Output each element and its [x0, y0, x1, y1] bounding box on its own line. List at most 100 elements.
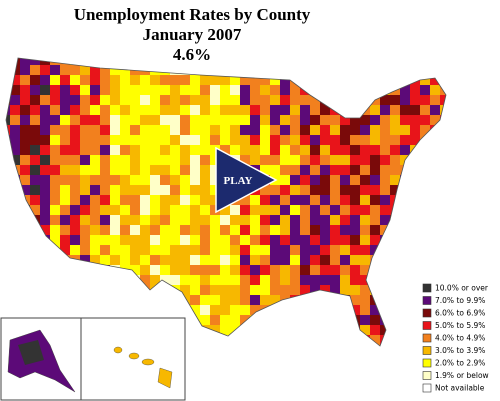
county-cell: [200, 165, 210, 175]
legend-label: 5.0% to 5.9%: [435, 321, 485, 330]
county-cell: [290, 245, 300, 255]
county-cell: [30, 175, 40, 185]
county-cell: [10, 75, 20, 85]
county-cell: [310, 305, 320, 315]
county-cell: [220, 65, 230, 75]
county-cell: [440, 145, 446, 155]
county-cell: [220, 295, 230, 305]
county-cell: [410, 95, 420, 105]
county-cell: [30, 65, 40, 75]
county-cell: [100, 185, 110, 195]
county-cell: [170, 195, 180, 205]
county-cell: [30, 265, 40, 275]
county-cell: [340, 375, 350, 385]
county-cell: [40, 165, 50, 175]
county-cell: [230, 295, 240, 305]
county-cell: [6, 275, 10, 285]
county-cell: [310, 285, 320, 295]
county-cell: [350, 305, 360, 315]
county-cell: [420, 85, 430, 95]
county-cell: [250, 58, 260, 65]
county-cell: [70, 85, 80, 95]
county-cell: [300, 375, 310, 385]
county-cell: [70, 245, 80, 255]
county-cell: [290, 115, 300, 125]
county-cell: [250, 295, 260, 305]
county-cell: [240, 205, 250, 215]
play-label[interactable]: PLAY: [224, 175, 253, 187]
county-cell: [380, 75, 390, 85]
county-cell: [230, 135, 240, 145]
county-cell: [10, 265, 20, 275]
county-cell: [360, 215, 370, 225]
county-cell: [6, 75, 10, 85]
county-cell: [350, 115, 360, 125]
county-cell: [200, 175, 210, 185]
county-cell: [200, 365, 210, 375]
county-cell: [150, 125, 160, 135]
county-cell: [350, 345, 360, 346]
county-cell: [240, 135, 250, 145]
county-cell: [350, 155, 360, 165]
county-cell: [250, 365, 260, 375]
county-cell: [240, 335, 250, 345]
county-cell: [10, 205, 20, 215]
county-cell: [100, 195, 110, 205]
county-cell: [200, 95, 210, 105]
county-cell: [440, 245, 446, 255]
county-cell: [190, 365, 200, 375]
county-cell: [170, 255, 180, 265]
county-cell: [280, 135, 290, 145]
county-cell: [210, 335, 220, 345]
county-cell: [200, 255, 210, 265]
county-cell: [340, 385, 350, 395]
county-cell: [280, 255, 290, 265]
county-cell: [310, 75, 320, 85]
county-cell: [10, 85, 20, 95]
county-cell: [220, 255, 230, 265]
county-cell: [320, 295, 330, 305]
county-cell: [170, 185, 180, 195]
county-cell: [350, 105, 360, 115]
county-cell: [340, 305, 350, 315]
county-cell: [240, 155, 250, 165]
play-triangle[interactable]: [215, 146, 278, 214]
county-cell: [390, 325, 400, 335]
county-cell: [220, 275, 230, 285]
county-cell: [400, 95, 410, 105]
county-cell: [210, 155, 220, 165]
county-cell: [380, 315, 390, 325]
county-cell: [430, 115, 440, 125]
county-cell: [100, 305, 110, 315]
county-cell: [360, 295, 370, 305]
county-cell: [130, 75, 140, 85]
county-cell: [130, 245, 140, 255]
county-cell: [350, 125, 360, 135]
county-cell: [400, 235, 410, 245]
county-cell: [80, 285, 90, 295]
county-cell: [90, 265, 100, 275]
county-cell: [400, 215, 410, 225]
county-cell: [220, 325, 230, 335]
county-cell: [40, 125, 50, 135]
county-cell: [360, 345, 370, 346]
county-cell: [50, 275, 60, 285]
play-button[interactable]: PLAY: [215, 146, 278, 214]
county-cell: [150, 115, 160, 125]
county-cell: [190, 115, 200, 125]
county-cell: [370, 185, 380, 195]
county-cell: [160, 305, 170, 315]
county-cell: [240, 305, 250, 315]
county-cell: [50, 215, 60, 225]
county-cell: [350, 205, 360, 215]
county-cell: [70, 265, 80, 275]
county-cell: [6, 65, 10, 75]
county-cell: [360, 125, 370, 135]
county-cell: [220, 85, 230, 95]
county-cell: [150, 105, 160, 115]
county-cell: [280, 85, 290, 95]
county-cell: [260, 115, 270, 125]
county-cell: [270, 375, 280, 385]
county-cell: [80, 155, 90, 165]
county-cell: [390, 105, 400, 115]
